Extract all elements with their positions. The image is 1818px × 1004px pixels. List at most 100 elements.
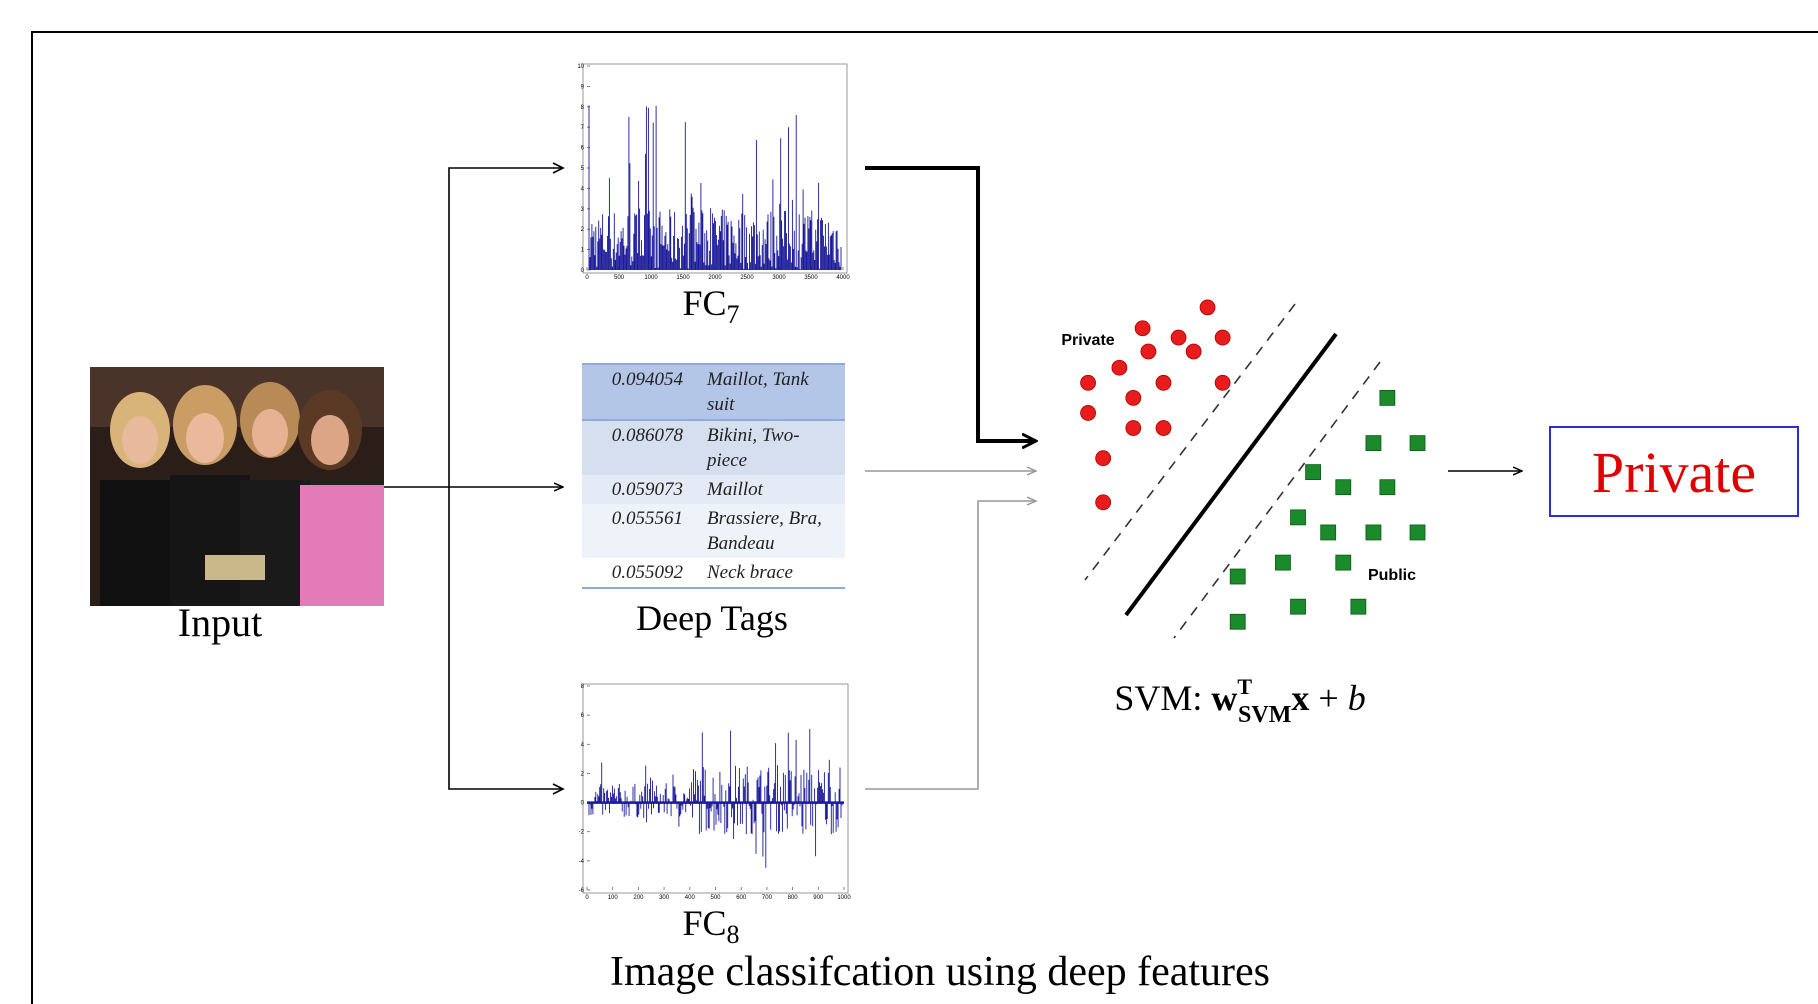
arrow-head [552,162,565,795]
fc7-label-main: FC [682,283,726,323]
x-tick-label: 1000 [837,895,851,901]
private-point [1170,329,1187,346]
formula-part: SVM: [1114,678,1211,718]
public-point [1379,389,1396,406]
y-tick-label: 0 [581,801,585,807]
y-tick-label: 8 [581,684,585,690]
public-point [1290,509,1306,526]
tag-score: 0.094054 [611,369,683,390]
y-tick-label: -2 [579,830,585,836]
fc8-plot [582,683,849,894]
svm-margin [1084,303,1296,581]
x-tick-label: 1500 [676,275,690,281]
caption: Image classifcation using deep features [610,949,1270,995]
public-point [1229,568,1246,585]
formula-part: T [1237,674,1252,699]
tag-name: Bikini, Two-piece [707,425,800,471]
y-tick-label: 1 [581,248,585,254]
public-point [1335,554,1352,571]
public-point [1305,464,1322,481]
tag-row: 0.094054 Maillot, Tank suit [582,364,845,420]
fc7-plot [582,63,848,274]
tag-row: 0.059073 Maillot [582,475,845,504]
spectrum [588,728,843,868]
private-point [1095,450,1112,467]
y-tick-label: 6 [581,146,585,152]
fc8-label: FC8 [682,903,739,949]
public-point [1409,524,1426,541]
tag-score: 0.086078 [611,425,683,446]
output-box [1549,426,1799,517]
tag-row: 0.055561 Brassiere, Bra, Bandeau [582,504,845,558]
output-label: Private [1592,440,1756,505]
formula-part: SVM [1238,702,1291,728]
svm-formula: SVM: wT SVMx + b [1114,674,1365,728]
x-tick-label: 100 [608,895,619,901]
private-point [1134,320,1151,337]
private-point [1080,374,1096,391]
public-point [1229,613,1246,630]
y-tick-label: 7 [581,125,585,131]
private-point [1185,343,1202,360]
x-tick-label: 1000 [644,275,658,281]
private-point [1155,420,1172,436]
arrow [865,166,1036,441]
y-tick-label: 4 [581,742,585,748]
public-point [1275,554,1291,571]
fc8-label-sub: 8 [727,920,740,949]
private-class-label: Private [1061,332,1114,349]
x-tick-label: 0 [585,895,589,901]
fc8-label-main: FC [682,903,726,943]
formula-part: b [1348,678,1366,718]
y-tick-label: 6 [581,713,585,719]
fc7-label-sub: 7 [727,300,740,329]
svm-points [1080,299,1426,630]
tag-name: Neck brace [707,562,793,583]
y-tick-label: 5 [581,166,585,172]
x-tick-label: 300 [659,895,670,901]
public-point [1320,524,1337,541]
private-point [1095,494,1112,511]
private-point [1111,359,1128,376]
y-tick-label: -6 [579,888,585,894]
deep-tags-table: 0.094054 Maillot, Tank suit 0.086078 Bikini… [582,363,845,589]
y-tick-label: -4 [579,859,585,865]
x-tick-label: 200 [633,895,644,901]
x-tick-label: 0 [585,275,589,281]
y-tick-label: 10 [577,64,584,70]
fc7-label: FC7 [682,283,739,329]
public-point [1409,435,1426,452]
public-point [1350,598,1367,615]
private-point [1155,374,1172,391]
y-tick-label: 2 [581,227,585,233]
private-point [1214,329,1231,346]
x-tick-label: 3500 [804,275,818,281]
arrow [448,167,563,790]
private-point [1125,389,1142,406]
y-tick-label: 2 [581,771,585,777]
x-tick-label: 800 [788,895,799,901]
public-class-label: Public [1368,567,1416,584]
x-tick-label: 400 [685,895,696,901]
tag-name: Maillot, Tank suit [707,369,809,415]
input-photo [90,367,384,606]
x-tick-label: 500 [710,895,721,901]
tag-name: Maillot [707,479,763,500]
x-tick-label: 500 [614,275,625,281]
y-tick-label: 8 [581,105,585,111]
y-tick-label: 0 [581,268,585,274]
x-tick-label: 900 [813,895,824,901]
x-tick-label: 4000 [836,275,850,281]
x-tick-label: 3000 [772,275,786,281]
tag-row: 0.055092 Neck brace [582,558,845,588]
private-point [1125,420,1142,436]
svm-margin [1173,361,1381,639]
x-tick-label: 600 [736,895,747,901]
y-tick-label: 9 [581,84,585,90]
public-point [1335,479,1352,496]
private-point [1199,299,1216,316]
x-tick-label: 2000 [708,275,722,281]
private-point [1214,374,1231,391]
